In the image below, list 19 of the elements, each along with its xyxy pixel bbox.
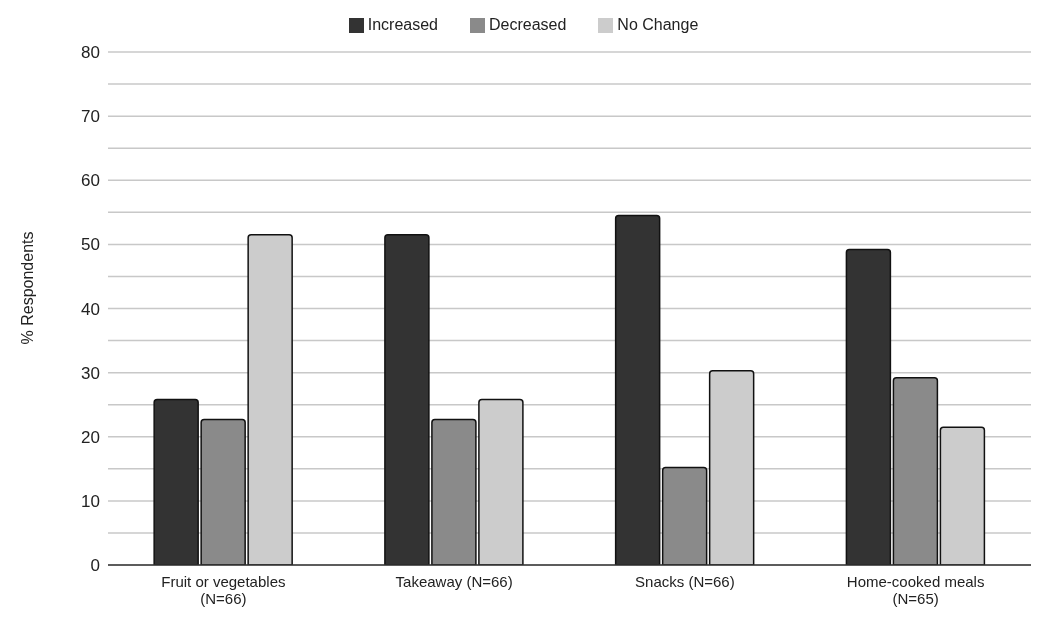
x-tick-label: Fruit or vegetables (N=66) [161, 573, 286, 607]
y-tick-label: 80 [81, 43, 100, 63]
y-tick-label: 70 [81, 107, 100, 127]
y-tick-label: 20 [81, 427, 100, 447]
bar [661, 466, 708, 565]
legend-label: No Change [617, 16, 699, 33]
y-tick-label: 60 [81, 171, 100, 191]
x-tick-label: Takeaway (N=66) [395, 573, 513, 590]
bar [892, 377, 939, 565]
y-tick-label: 10 [81, 491, 100, 511]
x-tick-label: Snacks (N=66) [635, 573, 735, 590]
legend-label: Increased [367, 16, 438, 33]
y-tick-label: 30 [81, 363, 100, 383]
y-tick-label: 50 [81, 235, 100, 255]
y-tick-label: 40 [81, 299, 100, 319]
legend-label: Decreased [488, 16, 567, 33]
y-axis-title: % Respondents [19, 231, 37, 345]
y-tick-label: 0 [90, 556, 100, 576]
x-tick-label: Home-cooked meals (N=65) [846, 573, 985, 607]
